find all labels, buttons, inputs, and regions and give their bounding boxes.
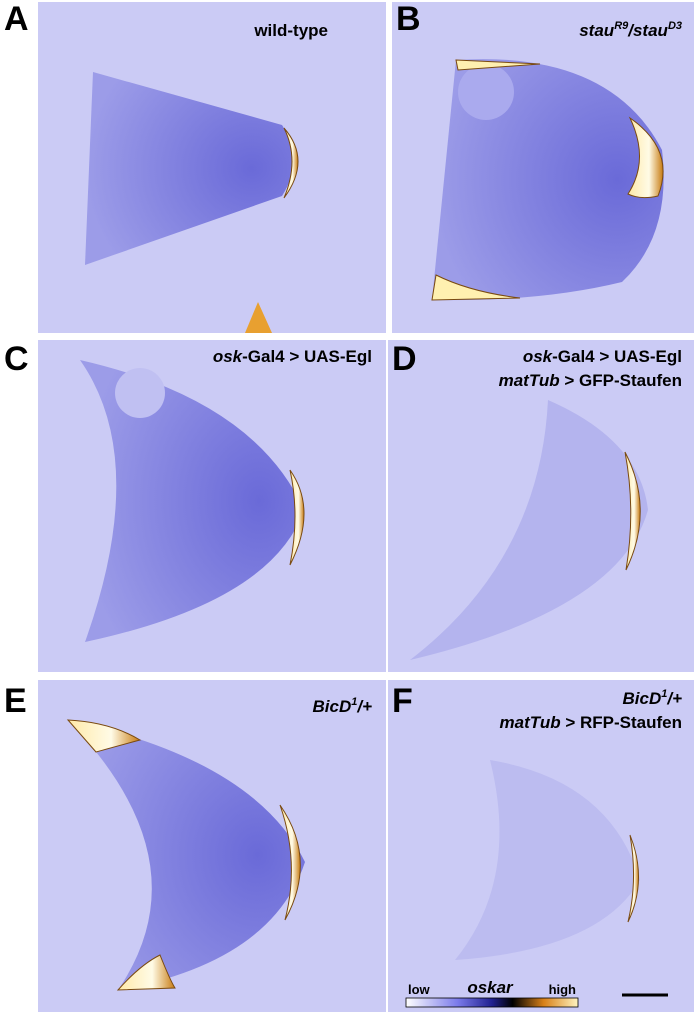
label-superscript: R9: [614, 20, 629, 32]
label-text: -Gal4 > UAS-Egl: [242, 347, 372, 366]
panel-label: matTub > RFP-Staufen: [500, 713, 682, 732]
label-text: stau: [579, 21, 615, 40]
posterior-crescent: [624, 451, 641, 571]
posterior-crescent: [627, 834, 639, 923]
panel-label: osk-Gal4 > UAS-Egl: [523, 347, 682, 366]
egg-chamber: [85, 72, 294, 265]
panel-letter: D: [392, 340, 417, 378]
label-text: /+: [356, 697, 372, 716]
posterior-crescent: [627, 116, 664, 199]
label-superscript: D3: [668, 20, 682, 32]
colorbar-low: low: [408, 982, 431, 997]
label-superscript: 1: [351, 696, 357, 708]
panel-label: BicD1/+: [312, 696, 372, 716]
label-text: matTub: [499, 371, 560, 390]
panel-letter: A: [4, 0, 29, 38]
panel-e: E BicD1/+: [4, 680, 386, 1012]
posterior-crescent: [289, 469, 305, 566]
colorbar: [405, 997, 579, 1008]
colorbar-gene: oskar: [467, 978, 514, 997]
label-text: osk: [213, 347, 244, 366]
label-text: -Gal4 > UAS-Egl: [552, 347, 682, 366]
colorbar-high: high: [549, 982, 576, 997]
panel-label: matTub > GFP-Staufen: [499, 371, 682, 390]
anterior-signal: [66, 719, 142, 753]
label-text: matTub: [500, 713, 561, 732]
posterior-crescent: [279, 804, 301, 921]
panel-b: B stauR9/stauD3: [392, 0, 694, 333]
nucleus: [458, 64, 514, 120]
egg-chamber: [68, 720, 305, 990]
egg-chamber: [80, 360, 304, 642]
egg-chamber: [410, 400, 648, 660]
label-text: osk: [523, 347, 554, 366]
label-text: BicD: [312, 697, 351, 716]
label-text: > GFP-Staufen: [560, 371, 682, 390]
panel-letter: F: [392, 682, 413, 720]
label-superscript: 1: [661, 688, 667, 700]
panel-c: C osk-Gal4 > UAS-Egl: [4, 340, 386, 672]
panel-f: F BicD1/+ matTub > RFP-Staufen low oskar…: [388, 680, 694, 1012]
anterior-signal: [116, 954, 176, 991]
panel-letter: B: [396, 0, 421, 38]
panel-a: A wild-type: [4, 0, 386, 333]
signal-spot: [245, 302, 272, 333]
panel-label: wild-type: [253, 21, 328, 40]
panel-letter: E: [4, 682, 27, 720]
label-text: wild-type: [253, 21, 328, 40]
anterior-signal: [455, 59, 541, 71]
panel-letter: C: [4, 340, 29, 378]
nucleus: [115, 368, 165, 418]
label-text: BicD: [622, 689, 661, 708]
label-text: > RFP-Staufen: [561, 713, 682, 732]
panel-d: D osk-Gal4 > UAS-Egl matTub > GFP-Staufe…: [388, 340, 694, 672]
anterior-signal: [431, 274, 521, 301]
egg-chamber: [455, 760, 640, 960]
panel-label: osk-Gal4 > UAS-Egl: [213, 347, 372, 366]
panel-label: BicD1/+: [622, 688, 682, 708]
label-text: /stau: [627, 21, 668, 40]
posterior-crescent: [283, 127, 299, 199]
label-text: /+: [666, 689, 682, 708]
panel-label: stauR9/stauD3: [579, 20, 682, 40]
